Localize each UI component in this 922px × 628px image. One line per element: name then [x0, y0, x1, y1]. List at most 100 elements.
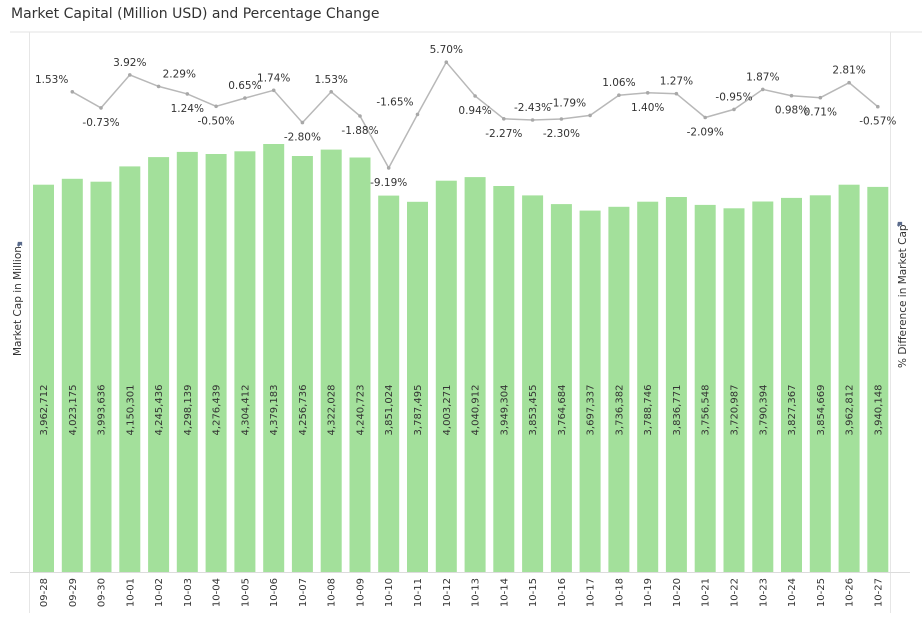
bar-10-13[interactable]	[464, 177, 486, 572]
x-tick-label: 10-12	[442, 578, 453, 607]
pct-change-point-10-25[interactable]	[818, 95, 823, 100]
bar-10-23[interactable]	[752, 201, 774, 573]
bar-10-10[interactable]	[378, 195, 400, 572]
pct-change-point-10-05[interactable]	[243, 96, 247, 100]
pct-change-point-10-24[interactable]	[789, 93, 794, 98]
pct-change-label: -1.88%	[341, 125, 378, 137]
pct-change-point-10-11[interactable]	[415, 112, 420, 117]
pct-change-label: 1.74%	[257, 72, 290, 84]
bar-10-06[interactable]	[263, 144, 285, 572]
bar-09-28[interactable]	[33, 184, 54, 572]
pct-change-point-10-16[interactable]	[559, 117, 564, 121]
pct-change-point-10-23[interactable]	[761, 87, 765, 92]
chart-title: Market Capital (Million USD) and Percent…	[11, 6, 380, 22]
pct-change-point-10-12[interactable]	[444, 60, 449, 64]
pct-change-label: 1.40%	[631, 102, 664, 114]
pct-change-point-10-08[interactable]	[329, 90, 334, 94]
pct-change-point-10-15[interactable]	[530, 118, 535, 122]
pct-change-label: 1.53%	[35, 74, 68, 86]
bar-10-20[interactable]	[665, 197, 687, 572]
bar-10-14[interactable]	[493, 186, 515, 572]
bar-09-30[interactable]	[90, 181, 112, 572]
bar-value-label: 3,790,394	[758, 385, 769, 436]
x-tick-label: 10-15	[528, 578, 539, 607]
bar-10-16[interactable]	[550, 204, 572, 572]
bar-10-22[interactable]	[723, 208, 745, 573]
bar-10-17[interactable]	[579, 210, 601, 572]
pct-change-point-10-18[interactable]	[617, 93, 621, 97]
pct-change-label: -2.43%	[514, 102, 551, 114]
bar-10-09[interactable]	[349, 157, 371, 573]
bar-09-29[interactable]	[61, 178, 83, 573]
x-tick-label: 10-09	[356, 578, 367, 607]
pct-change-point-10-02[interactable]	[156, 84, 161, 89]
pct-change-point-10-03[interactable]	[185, 92, 190, 96]
pct-change-point-10-26[interactable]	[847, 80, 851, 85]
bar-10-02[interactable]	[148, 157, 170, 572]
pct-change-label: -0.57%	[859, 116, 896, 128]
pct-change-point-10-20[interactable]	[674, 91, 679, 96]
x-tick-label: 09-28	[39, 578, 50, 607]
pct-change-point-10-13[interactable]	[473, 94, 477, 98]
bar-10-18[interactable]	[608, 206, 630, 573]
x-tick-label: 10-02	[154, 578, 165, 607]
bar-10-26[interactable]	[838, 184, 860, 572]
x-tick-label: 10-22	[730, 578, 741, 607]
pct-change-point-10-19[interactable]	[645, 91, 650, 95]
pct-change-label: 0.71%	[804, 107, 837, 119]
bar-10-27[interactable]	[867, 186, 889, 572]
pct-change-point-10-22[interactable]	[732, 107, 736, 112]
line-layer	[70, 60, 880, 170]
bar-10-19[interactable]	[637, 201, 659, 572]
pct-change-label: -2.27%	[485, 128, 522, 140]
bar-10-04[interactable]	[205, 154, 227, 572]
pct-change-point-10-07[interactable]	[300, 120, 305, 125]
x-tick-label: 10-13	[471, 578, 482, 607]
bar-value-label: 3,854,669	[816, 385, 827, 436]
y-axis-pin-icon[interactable]	[16, 240, 24, 248]
pct-change-point-10-09[interactable]	[358, 114, 362, 118]
pct-change-label: 0.94%	[458, 105, 491, 117]
pct-change-label: -2.30%	[543, 128, 580, 140]
pct-change-point-10-10[interactable]	[386, 166, 391, 170]
x-tick-label: 10-04	[212, 578, 223, 607]
bar-value-label: 3,764,684	[557, 385, 568, 436]
bar-10-07[interactable]	[291, 156, 313, 572]
x-tick-label: 10-23	[758, 578, 769, 607]
bar-10-15[interactable]	[522, 195, 544, 572]
bar-10-21[interactable]	[694, 204, 716, 572]
bar-value-label: 4,240,723	[356, 385, 367, 436]
pct-change-point-10-21[interactable]	[703, 115, 707, 120]
pct-change-point-10-06[interactable]	[271, 88, 276, 93]
bar-value-label: 3,940,148	[873, 385, 884, 436]
bar-10-08[interactable]	[320, 149, 342, 572]
bar-value-label: 4,379,183	[269, 385, 280, 436]
pct-change-point-10-27[interactable]	[876, 104, 880, 109]
pct-change-point-09-30[interactable]	[99, 106, 103, 110]
bars-layer	[33, 144, 889, 573]
bar-value-label: 4,256,736	[298, 385, 309, 436]
bar-10-24[interactable]	[781, 197, 802, 572]
bar-10-05[interactable]	[234, 151, 256, 573]
x-tick-label: 10-27	[873, 578, 884, 607]
pct-change-label: 0.65%	[228, 80, 261, 92]
pct-change-label: -2.09%	[687, 127, 724, 139]
line-labels-layer: 1.53% -0.73% 3.92% 2.29% 1.24%-0.50% 0.65%1.7…	[35, 44, 896, 189]
y2-axis-pin-icon[interactable]	[896, 220, 904, 228]
x-tick-label: 09-29	[68, 578, 79, 607]
pct-change-point-10-01[interactable]	[128, 73, 132, 77]
bar-10-25[interactable]	[809, 195, 831, 573]
bar-10-12[interactable]	[435, 180, 457, 572]
bar-10-03[interactable]	[176, 151, 198, 572]
x-tick-label: 10-07	[298, 578, 309, 607]
pct-change-label: -0.73%	[82, 117, 119, 129]
bar-10-11[interactable]	[407, 201, 428, 573]
pct-change-label: 5.70%	[430, 44, 463, 56]
bar-10-01[interactable]	[119, 166, 141, 572]
x-tick-label: 10-24	[787, 578, 798, 607]
pct-change-point-10-14[interactable]	[502, 117, 506, 121]
bar-value-label: 3,993,636	[97, 385, 108, 436]
pct-change-point-10-17[interactable]	[588, 113, 592, 118]
pct-change-point-10-04[interactable]	[214, 104, 218, 109]
pct-change-point-09-29[interactable]	[70, 90, 75, 94]
